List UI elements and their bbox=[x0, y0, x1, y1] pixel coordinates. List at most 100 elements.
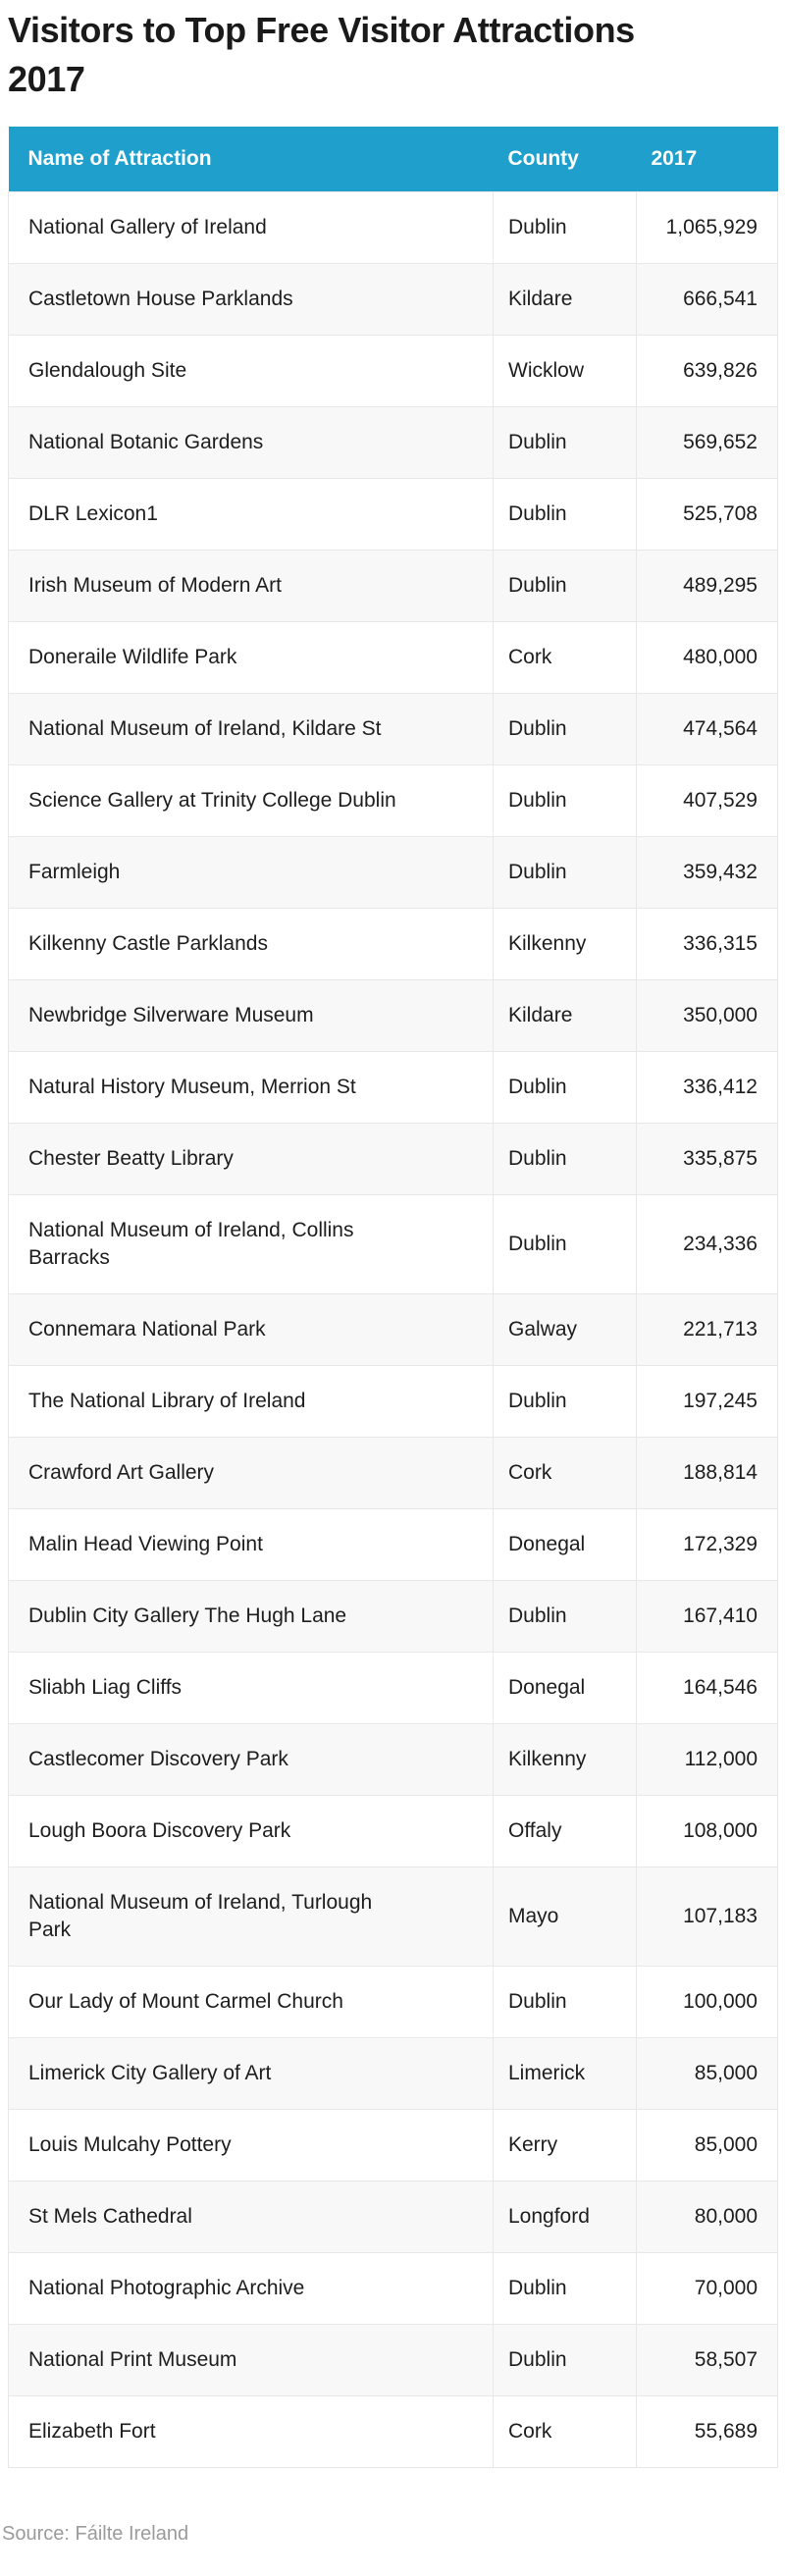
attraction-name-cell: Crawford Art Gallery bbox=[8, 1437, 494, 1510]
attraction-name-cell: National Museum of Ireland, Turlough Par… bbox=[8, 1866, 494, 1968]
county-cell: Dublin bbox=[493, 1051, 637, 1125]
table-row: Elizabeth Fort Cork 55,689 bbox=[8, 2395, 778, 2469]
table-row: The National Library of Ireland Dublin 197… bbox=[8, 1365, 778, 1439]
table-row: St Mels Cathedral Longford 80,000 bbox=[8, 2181, 778, 2254]
table-row: Our Lady of Mount Carmel Church Dublin 100… bbox=[8, 1966, 778, 2039]
table-row: Farmleigh Dublin 359,432 bbox=[8, 836, 778, 910]
visitors-2017-cell: 474,564 bbox=[636, 693, 778, 766]
visitors-2017-cell: 350,000 bbox=[636, 979, 778, 1053]
county-cell: Dublin bbox=[493, 550, 637, 623]
table-row: Limerick City Gallery of Art Limerick 85,0… bbox=[8, 2037, 778, 2111]
attraction-name-cell: Limerick City Gallery of Art bbox=[8, 2037, 494, 2111]
county-cell: Longford bbox=[493, 2181, 637, 2254]
visitors-2017-cell: 359,432 bbox=[636, 836, 778, 910]
attraction-name-cell: National Museum of Ireland, Kildare St bbox=[8, 693, 494, 766]
attraction-name-cell: Castlecomer Discovery Park bbox=[8, 1723, 494, 1797]
attraction-name-cell: Louis Mulcahy Pottery bbox=[8, 2109, 494, 2182]
visitors-2017-cell: 55,689 bbox=[636, 2395, 778, 2469]
visitors-2017-cell: 336,412 bbox=[636, 1051, 778, 1125]
visitors-2017-cell: 164,546 bbox=[636, 1652, 778, 1725]
visitors-2017-cell: 489,295 bbox=[636, 550, 778, 623]
county-cell: Dublin bbox=[493, 1365, 637, 1439]
table-row: Doneraile Wildlife Park Cork 480,000 bbox=[8, 621, 778, 695]
county-cell: Offaly bbox=[493, 1795, 637, 1868]
visitors-2017-cell: 234,336 bbox=[636, 1194, 778, 1295]
visitors-2017-cell: 108,000 bbox=[636, 1795, 778, 1868]
header-row: Name of Attraction County 2017 bbox=[8, 127, 778, 192]
table-row: Sliabh Liag Cliffs Donegal 164,546 bbox=[8, 1652, 778, 1725]
county-cell: Cork bbox=[493, 621, 637, 695]
visitors-2017-cell: 172,329 bbox=[636, 1508, 778, 1582]
attraction-name-cell: Elizabeth Fort bbox=[8, 2395, 494, 2469]
county-cell: Limerick bbox=[493, 2037, 637, 2111]
attraction-name-cell: Natural History Museum, Merrion St bbox=[8, 1051, 494, 1125]
attraction-name-cell: Lough Boora Discovery Park bbox=[8, 1795, 494, 1868]
attraction-name-cell: Chester Beatty Library bbox=[8, 1123, 494, 1196]
visitors-2017-cell: 188,814 bbox=[636, 1437, 778, 1510]
table-row: National Photographic Archive Dublin 70,00… bbox=[8, 2252, 778, 2326]
visitors-2017-cell: 85,000 bbox=[636, 2037, 778, 2111]
visitors-2017-cell: 407,529 bbox=[636, 764, 778, 838]
county-cell: Cork bbox=[493, 1437, 637, 1510]
attraction-name-cell: DLR Lexicon1 bbox=[8, 478, 494, 552]
attraction-name-cell: National Print Museum bbox=[8, 2324, 494, 2397]
table-body: National Gallery of Ireland Dublin 1,065,9… bbox=[8, 191, 778, 2469]
attraction-name-cell: National Botanic Gardens bbox=[8, 406, 494, 480]
county-cell: Dublin bbox=[493, 1966, 637, 2039]
table-row: Louis Mulcahy Pottery Kerry 85,000 bbox=[8, 2109, 778, 2182]
attraction-name-cell: Connemara National Park bbox=[8, 1293, 494, 1367]
attraction-name-cell: The National Library of Ireland bbox=[8, 1365, 494, 1439]
visitors-2017-cell: 80,000 bbox=[636, 2181, 778, 2254]
table-row: Glendalough Site Wicklow 639,826 bbox=[8, 335, 778, 408]
visitors-2017-cell: 112,000 bbox=[636, 1723, 778, 1797]
visitors-2017-cell: 107,183 bbox=[636, 1866, 778, 1968]
visitors-2017-cell: 167,410 bbox=[636, 1580, 778, 1654]
table-row: Science Gallery at Trinity College Dubli… bbox=[8, 764, 778, 838]
table-row: Crawford Art Gallery Cork 188,814 bbox=[8, 1437, 778, 1510]
visitors-2017-cell: 480,000 bbox=[636, 621, 778, 695]
county-cell: Dublin bbox=[493, 693, 637, 766]
table-row: Chester Beatty Library Dublin 335,875 bbox=[8, 1123, 778, 1196]
county-cell: Kilkenny bbox=[493, 908, 637, 981]
county-cell: Dublin bbox=[493, 478, 637, 552]
table-row: National Museum of Ireland, Collins Barr… bbox=[8, 1194, 778, 1295]
county-cell: Kilkenny bbox=[493, 1723, 637, 1797]
column-header-name-of-attraction: Name of Attraction bbox=[8, 127, 494, 192]
attraction-name-cell: National Gallery of Ireland bbox=[8, 191, 494, 265]
visitors-2017-cell: 336,315 bbox=[636, 908, 778, 981]
table-row: DLR Lexicon1 Dublin 525,708 bbox=[8, 478, 778, 552]
county-cell: Mayo bbox=[493, 1866, 637, 1968]
table-row: Lough Boora Discovery Park Offaly 108,000 bbox=[8, 1795, 778, 1868]
attraction-name-cell: Farmleigh bbox=[8, 836, 494, 910]
county-cell: Dublin bbox=[493, 406, 637, 480]
attraction-name-cell: Our Lady of Mount Carmel Church bbox=[8, 1966, 494, 2039]
attraction-name-cell: Science Gallery at Trinity College Dubli… bbox=[8, 764, 494, 838]
table-row: Dublin City Gallery The Hugh Lane Dublin 1… bbox=[8, 1580, 778, 1654]
attraction-name-cell: Dublin City Gallery The Hugh Lane bbox=[8, 1580, 494, 1654]
county-cell: Dublin bbox=[493, 2324, 637, 2397]
page-title: Visitors to Top Free Visitor Attractions… bbox=[8, 10, 635, 99]
attractions-table: Name of Attraction County 2017 National … bbox=[8, 127, 778, 2469]
county-cell: Wicklow bbox=[493, 335, 637, 408]
county-cell: Dublin bbox=[493, 764, 637, 838]
county-cell: Dublin bbox=[493, 836, 637, 910]
attraction-name-cell: National Museum of Ireland, Collins Barr… bbox=[8, 1194, 494, 1295]
attraction-name-cell: Doneraile Wildlife Park bbox=[8, 621, 494, 695]
county-cell: Donegal bbox=[493, 1652, 637, 1725]
table-row: Kilkenny Castle Parklands Kilkenny 336,315 bbox=[8, 908, 778, 981]
county-cell: Kerry bbox=[493, 2109, 637, 2182]
county-cell: Galway bbox=[493, 1293, 637, 1367]
visitors-2017-cell: 335,875 bbox=[636, 1123, 778, 1196]
table-row: National Print Museum Dublin 58,507 bbox=[8, 2324, 778, 2397]
attraction-name-cell: National Photographic Archive bbox=[8, 2252, 494, 2326]
attraction-name-cell: Kilkenny Castle Parklands bbox=[8, 908, 494, 981]
attraction-name-cell: Glendalough Site bbox=[8, 335, 494, 408]
source-note: Source: Fáilte Ireland bbox=[2, 2523, 189, 2546]
visitors-2017-cell: 70,000 bbox=[636, 2252, 778, 2326]
table-row: Natural History Museum, Merrion St Dublin… bbox=[8, 1051, 778, 1125]
table-row: National Museum of Ireland, Turlough Par… bbox=[8, 1866, 778, 1968]
table-row: Castletown House Parklands Kildare 666,541 bbox=[8, 263, 778, 337]
column-header-2017: 2017 bbox=[636, 127, 778, 192]
county-cell: Dublin bbox=[493, 191, 637, 265]
table-row: National Museum of Ireland, Kildare St Du… bbox=[8, 693, 778, 766]
